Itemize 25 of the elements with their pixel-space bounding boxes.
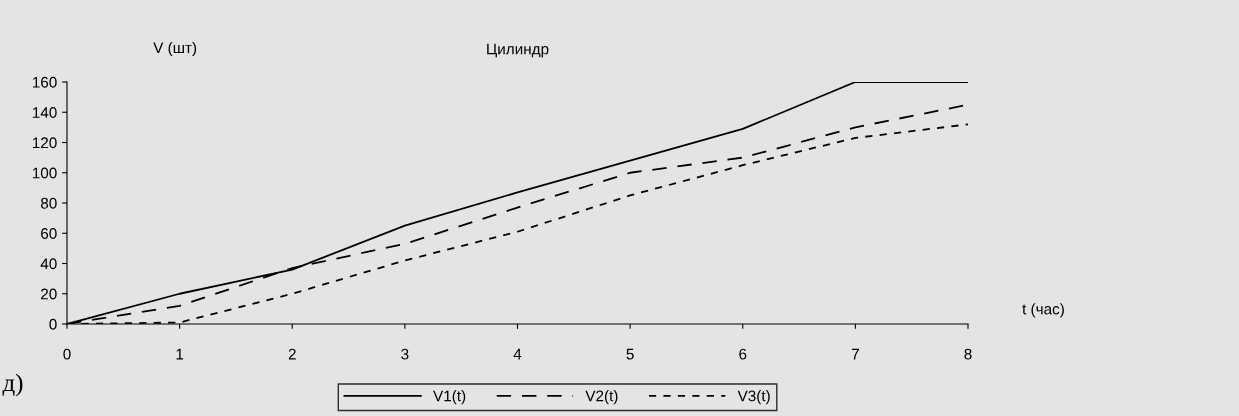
legend-label: V3(t)	[737, 390, 770, 405]
x-tick-label: 0	[63, 348, 71, 360]
y-axis-title: V (шт)	[153, 41, 197, 57]
y-tick-label: 60	[41, 228, 57, 239]
x-tick-label: 4	[513, 348, 522, 360]
chart-title: Цилиндр	[487, 43, 549, 58]
y-tick-label: 40	[40, 258, 57, 270]
y-tick-label: 120	[32, 137, 57, 149]
x-tick-label: 3	[401, 348, 409, 360]
y-tick-label: 20	[41, 288, 57, 300]
x-tick-label: 8	[964, 348, 972, 360]
y-tick-label: 140	[32, 107, 57, 118]
y-tick-label: 160	[32, 76, 57, 88]
x-tick-label: 6	[739, 348, 747, 360]
x-tick-label: 5	[626, 348, 634, 360]
x-tick-label: 7	[851, 348, 859, 360]
legend-label: V1(t)	[433, 390, 466, 405]
text: д)	[2, 373, 23, 397]
y-tick-label: 80	[40, 197, 57, 209]
y-tick-label: 0	[49, 318, 57, 330]
x-tick-label: 2	[288, 348, 296, 360]
x-tick-label: 1	[176, 348, 184, 360]
legend-label: V2(t)	[585, 390, 618, 405]
x-axis-title: t (час)	[1022, 303, 1064, 318]
y-tick-label: 100	[32, 167, 57, 179]
